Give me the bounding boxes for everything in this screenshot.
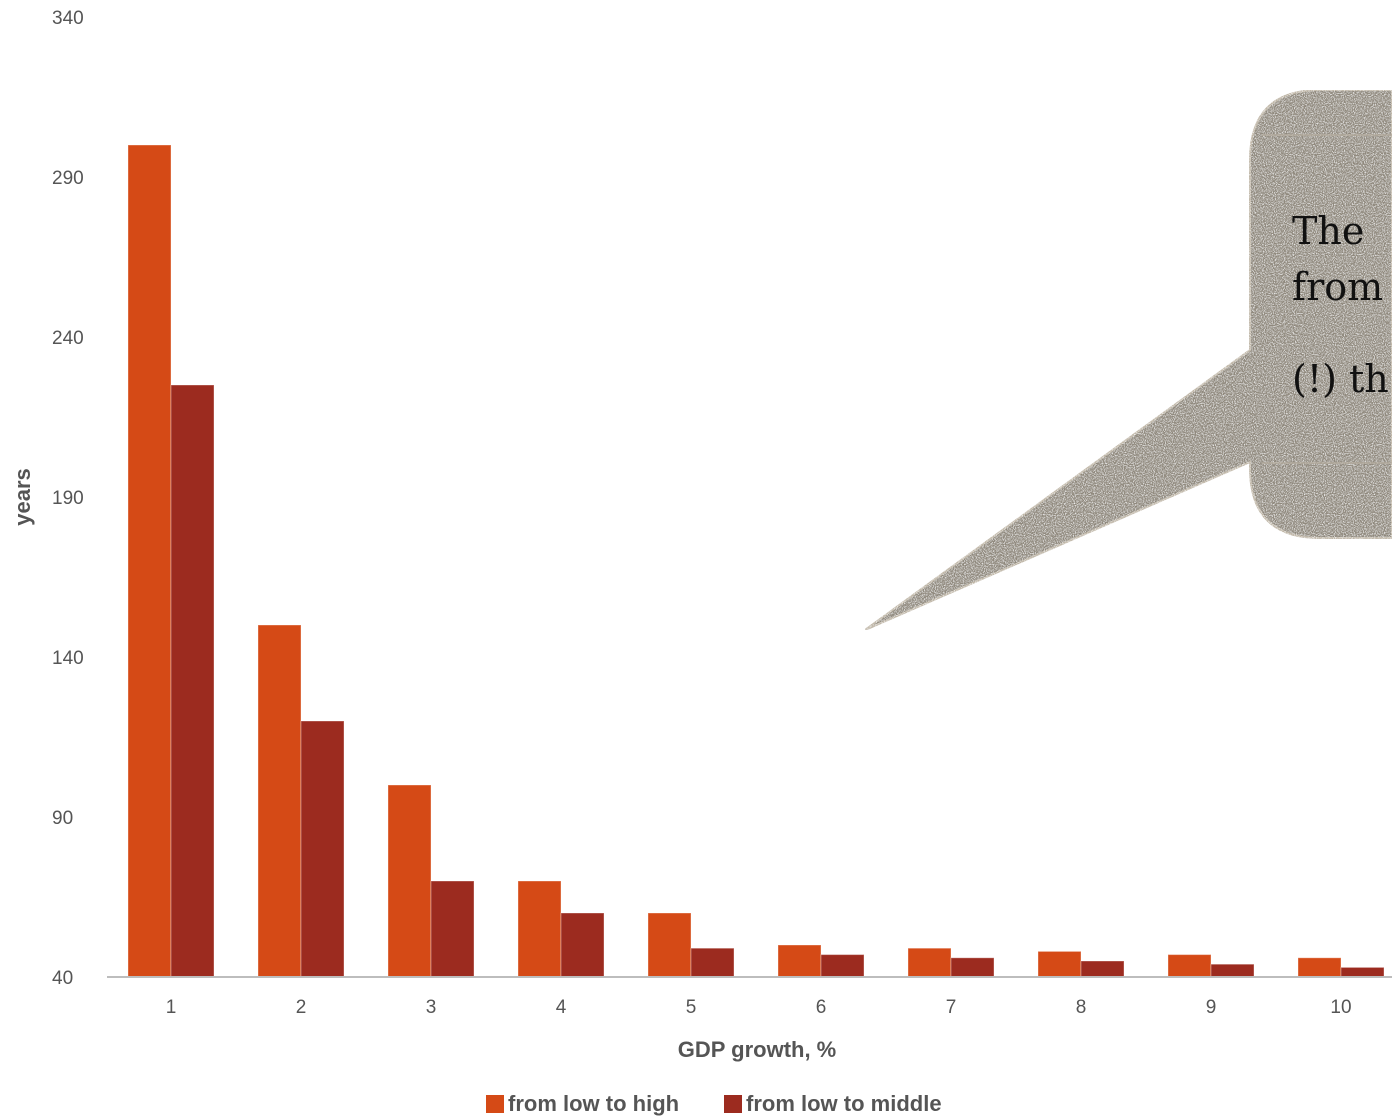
callout-shape [864,89,1392,631]
bar-low-to-middle-3 [430,880,475,978]
bar-low-to-middle-7 [950,957,995,978]
x-tick-label: 10 [1330,997,1351,1018]
legend-swatch-low-to-high [486,1095,504,1113]
x-tick-label: 8 [1076,997,1087,1018]
x-tick-label: 4 [556,997,567,1018]
y-tick-label: 140 [52,648,84,669]
callout-bubble: The from (!) th [864,89,1392,631]
bar-low-to-middle-9 [1210,963,1255,978]
x-tick-label: 1 [166,997,177,1018]
bar-low-to-high-8 [1037,950,1082,978]
bars [127,144,1385,978]
bar-low-to-middle-6 [820,954,865,978]
legend-label-low-to-high: from low to high [508,1091,679,1116]
bar-low-to-middle-1 [170,384,215,978]
bar-low-to-high-9 [1167,954,1212,978]
y-tick-label: 290 [52,168,84,189]
x-tick-label: 9 [1206,997,1217,1018]
x-tick-label: 6 [816,997,827,1018]
x-axis-ticks: 1 2 3 4 5 6 7 8 9 10 [166,997,1352,1018]
y-axis-ticks: 40 90 140 190 240 290 340 [52,8,84,989]
legend: from low to high from low to middle [486,1091,942,1116]
bar-low-to-middle-8 [1080,960,1125,978]
x-tick-label: 7 [946,997,957,1018]
x-tick-label: 5 [686,997,697,1018]
bar-low-to-high-2 [257,624,302,978]
legend-swatch-low-to-middle [724,1095,742,1113]
bar-low-to-high-6 [777,944,822,978]
bar-low-to-middle-4 [560,912,605,978]
y-tick-label: 40 [52,968,73,989]
y-tick-label: 190 [52,488,84,509]
bar-low-to-middle-5 [690,947,735,978]
bar-low-to-middle-10 [1340,966,1385,978]
y-tick-label: 90 [52,808,73,829]
legend-label-low-to-middle: from low to middle [746,1091,942,1116]
bar-low-to-high-10 [1297,957,1342,978]
bar-low-to-high-1 [127,144,172,978]
y-tick-label: 240 [52,328,84,349]
x-axis-title: GDP growth, % [678,1037,837,1062]
bar-low-to-high-5 [647,912,692,978]
x-tick-label: 2 [296,997,307,1018]
bar-low-to-high-3 [387,784,432,978]
bar-low-to-high-4 [517,880,562,978]
bar-low-to-middle-2 [300,720,345,978]
callout-text-line-3: (!) th [1292,357,1389,401]
y-tick-label: 340 [52,8,84,29]
callout-text-line-1: The [1292,209,1364,253]
y-axis-title: years [10,468,35,526]
bar-low-to-high-7 [907,947,952,978]
callout-text-line-2: from [1292,265,1383,309]
x-tick-label: 3 [426,997,437,1018]
